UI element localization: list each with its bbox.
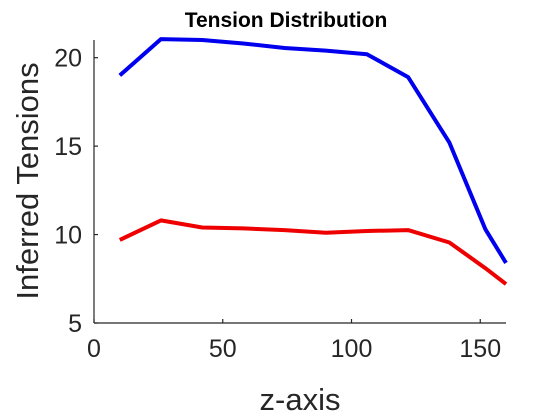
x-tick-label: 100 xyxy=(331,335,373,363)
x-tick-label: 0 xyxy=(87,335,101,363)
y-tick-label: 15 xyxy=(54,133,82,161)
series-line-2 xyxy=(118,218,508,286)
x-tick-label: 150 xyxy=(459,335,501,363)
y-tick-label: 20 xyxy=(54,45,82,73)
chart-title: Tension Distribution xyxy=(185,9,388,32)
x-axis-label: z-axis xyxy=(260,382,341,417)
series-group xyxy=(118,37,508,286)
tick-group: 0 50 100 150 5 10 15 20 xyxy=(54,45,501,363)
axes xyxy=(93,40,506,324)
x-tick-label: 50 xyxy=(209,335,237,363)
y-tick-label: 10 xyxy=(54,222,82,250)
y-tick-label: 5 xyxy=(68,310,82,338)
series-line-1 xyxy=(118,37,508,264)
y-axis-label: Inferred Tensions xyxy=(10,62,45,299)
